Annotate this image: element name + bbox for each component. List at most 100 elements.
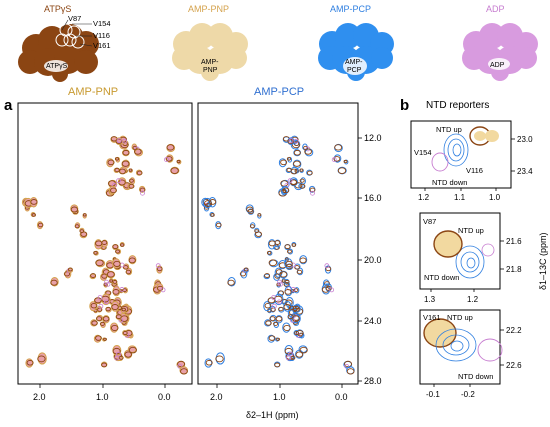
ntd-inset-1-xtick-0: 1.2 bbox=[418, 193, 430, 202]
spectrum-peak bbox=[122, 331, 128, 336]
peaks-amp-pcp bbox=[201, 135, 355, 375]
spectrum-peak bbox=[288, 351, 293, 357]
x-tick-left-1: 1.0 bbox=[96, 392, 109, 402]
x-tick-right-0: 0.0 bbox=[335, 392, 348, 402]
spectrum-peak bbox=[264, 273, 271, 278]
spectrum-peak bbox=[31, 213, 36, 217]
spectrum-peak bbox=[280, 159, 288, 166]
ntd-inset-1-xtick-2: 1.0 bbox=[489, 193, 501, 202]
spectrum-peak bbox=[294, 265, 300, 270]
spectrum-peak bbox=[274, 362, 281, 368]
structure-amp-pnp: AMP-PNP AMP- PNP bbox=[172, 4, 248, 81]
spectrum-peak bbox=[155, 263, 161, 269]
residue-label-v161: V161 bbox=[423, 313, 441, 322]
spectrum-peak bbox=[160, 287, 166, 293]
spectrum-peak bbox=[286, 249, 292, 254]
panel-b-label: b bbox=[400, 97, 409, 114]
ntd-inset-3-ytick-1: 22.6 bbox=[506, 361, 522, 370]
spectrum-peak bbox=[103, 282, 108, 287]
spectrum-peak bbox=[204, 358, 213, 368]
spectrum-peak bbox=[128, 257, 136, 264]
peaks-amp-pnp bbox=[21, 135, 189, 375]
ntd-down-label-2: NTD down bbox=[424, 273, 459, 282]
spectrum-peak bbox=[95, 316, 103, 322]
spectrum-peak bbox=[287, 138, 294, 144]
spectrum-peak bbox=[307, 170, 313, 176]
spectrum-peak bbox=[293, 149, 301, 156]
spectrum-peak bbox=[268, 335, 276, 341]
spectrum-peak bbox=[271, 295, 277, 300]
spectrum-peak bbox=[257, 213, 262, 217]
spectrum-peak bbox=[284, 182, 290, 188]
spectrum-peak bbox=[271, 303, 277, 309]
spectrum-peak bbox=[266, 251, 272, 255]
spectrum-peak bbox=[329, 287, 335, 293]
spectrum-peak bbox=[282, 187, 290, 194]
spectrum-peak bbox=[128, 178, 134, 183]
spectrum-frame-amp-pcp bbox=[197, 102, 359, 385]
spectrum-peak bbox=[324, 263, 330, 269]
spectrum-peak bbox=[176, 159, 181, 164]
ntd-title: NTD reporters bbox=[426, 100, 489, 111]
spectrum-peak bbox=[112, 244, 119, 250]
spectrum-peak bbox=[299, 346, 308, 354]
spectrum-peak bbox=[346, 368, 355, 375]
spectrum-peak bbox=[343, 159, 348, 164]
y-tick-12: 12.0 bbox=[364, 133, 382, 143]
residue-v116: V116 bbox=[93, 31, 110, 40]
spectrum-peak bbox=[118, 168, 126, 175]
ntd-inset-3-frame bbox=[419, 309, 501, 385]
ligand-adp: ADP bbox=[490, 62, 505, 69]
x-ticks-left bbox=[39, 384, 166, 388]
spectrum-peak bbox=[98, 303, 104, 309]
spectrum-peak bbox=[115, 249, 121, 254]
spectrum-peak bbox=[344, 363, 350, 369]
structure-label-atpgs: ATPγS bbox=[44, 4, 71, 14]
spectrum-peak bbox=[264, 302, 272, 309]
spectrum-peak bbox=[122, 288, 127, 293]
spectrum-peak bbox=[268, 240, 276, 247]
spectrum-peak bbox=[115, 138, 123, 144]
spectrum-peak bbox=[122, 149, 130, 156]
spectrum-peak bbox=[99, 321, 105, 326]
spectrum-peak bbox=[113, 260, 121, 267]
spectrum-peak bbox=[180, 368, 188, 375]
spectrum-peak bbox=[278, 306, 284, 312]
spectrum-peak bbox=[254, 229, 259, 233]
spectrum-peak bbox=[275, 316, 283, 322]
spectrum-peak bbox=[90, 302, 98, 309]
residue-v161: V161 bbox=[93, 41, 111, 50]
x-tick-left-0: 0.0 bbox=[158, 392, 171, 402]
ntd-up-label-2: NTD up bbox=[458, 226, 484, 235]
spectrum-peak bbox=[91, 320, 98, 326]
ntd-inset-3-ytick-0: 22.2 bbox=[506, 326, 522, 335]
spectrum-peak bbox=[246, 206, 254, 213]
structure-adp: ADP ADP bbox=[462, 4, 538, 81]
spectrum-peak bbox=[286, 157, 292, 161]
structure-amp-pcp: AMP-PCP AMP- PCP bbox=[318, 4, 394, 81]
ntd-inset-3-contours bbox=[423, 318, 503, 362]
spectrum-peak bbox=[125, 269, 132, 275]
spectrum-peak bbox=[114, 167, 120, 173]
ntd-inset-1-ticks bbox=[424, 138, 515, 191]
spectrum-peak bbox=[283, 324, 291, 332]
spectrum-peak bbox=[299, 168, 304, 172]
spectrum-peak bbox=[122, 265, 129, 270]
spectrum-peak bbox=[70, 206, 78, 213]
y-tick-20: 20.0 bbox=[364, 255, 382, 265]
spectrum-peak bbox=[296, 269, 303, 275]
spectrum-peak bbox=[239, 271, 246, 277]
spectrum-peak bbox=[291, 243, 297, 247]
spectrum-peak bbox=[281, 185, 289, 195]
residue-label-v87: V87 bbox=[423, 217, 436, 226]
spectrum-peak bbox=[283, 282, 290, 287]
x-tick-right-2: 2.0 bbox=[210, 392, 223, 402]
y-tick-24: 24.0 bbox=[364, 316, 382, 326]
spectrum-peak bbox=[209, 199, 217, 205]
ntd-inset-2-ticks bbox=[430, 240, 504, 292]
spectrum-peak bbox=[333, 156, 341, 162]
spectrum-peak bbox=[166, 144, 175, 151]
spectrum-peak bbox=[293, 288, 299, 293]
spectrum-peak bbox=[95, 240, 103, 247]
